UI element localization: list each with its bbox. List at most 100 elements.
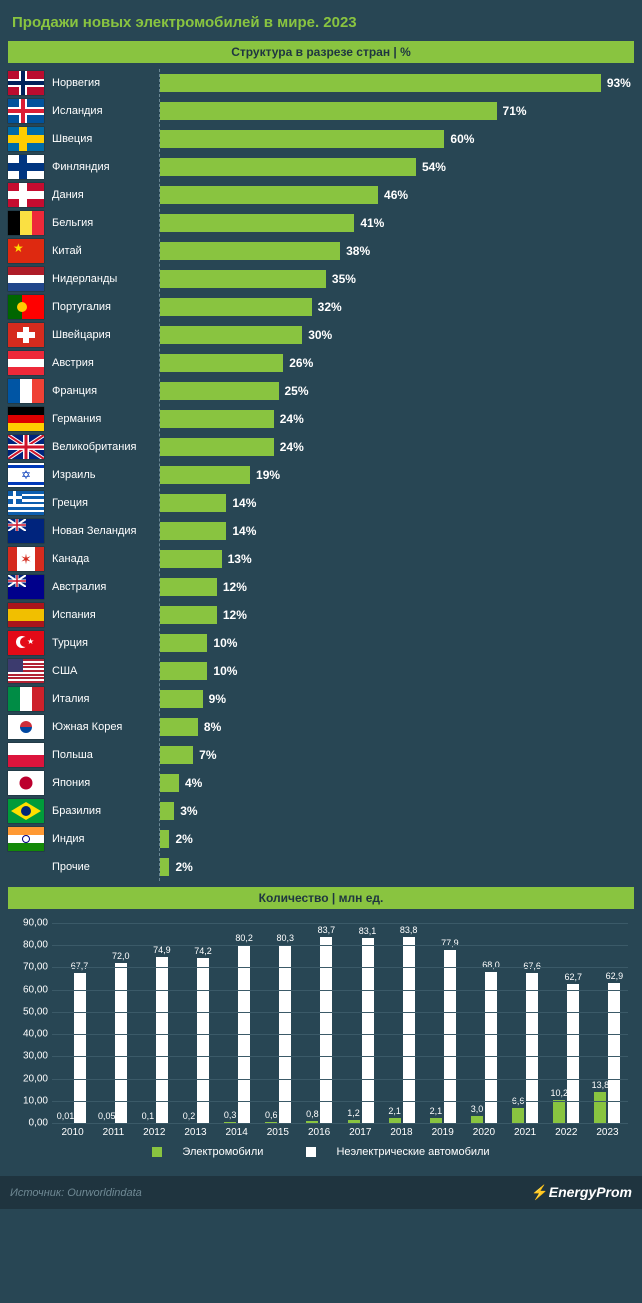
country-label: Швеция bbox=[50, 133, 160, 145]
ev-value-label: 0,2 bbox=[183, 1111, 196, 1121]
x-tick-label: 2013 bbox=[175, 1123, 216, 1138]
x-tick-label: 2017 bbox=[340, 1123, 381, 1138]
bar-track: 9% bbox=[160, 690, 634, 708]
non-ev-value-label: 67,6 bbox=[523, 961, 541, 971]
bar-fill bbox=[160, 578, 217, 596]
bar-value-label: 10% bbox=[213, 664, 237, 678]
flag-icon bbox=[8, 379, 44, 403]
column-chart: 0,0010,0020,0030,0040,0050,0060,0070,008… bbox=[8, 915, 634, 1160]
x-tick-label: 2022 bbox=[546, 1123, 587, 1138]
non-ev-bar: 72,0 bbox=[115, 963, 127, 1123]
flag-icon bbox=[8, 183, 44, 207]
hbar-row: Дания46% bbox=[8, 181, 634, 209]
bar-value-label: 2% bbox=[175, 860, 192, 874]
hbar-row: Австралия12% bbox=[8, 573, 634, 601]
bar-fill bbox=[160, 326, 302, 344]
flag-icon bbox=[8, 407, 44, 431]
bar-fill bbox=[160, 466, 250, 484]
bar-track: 14% bbox=[160, 494, 634, 512]
ev-value-label: 0,6 bbox=[265, 1110, 278, 1120]
bar-value-label: 14% bbox=[232, 496, 256, 510]
ev-bar: 3,0 bbox=[471, 1116, 483, 1123]
bar-fill bbox=[160, 270, 326, 288]
x-tick-label: 2014 bbox=[216, 1123, 257, 1138]
hbar-row: Испания12% bbox=[8, 601, 634, 629]
bar-track: 7% bbox=[160, 746, 634, 764]
bar-fill bbox=[160, 634, 207, 652]
bar-value-label: 3% bbox=[180, 804, 197, 818]
bar-track: 2% bbox=[160, 830, 634, 848]
country-label: Великобритания bbox=[50, 441, 160, 453]
flag-icon bbox=[8, 323, 44, 347]
gridline bbox=[52, 1101, 628, 1102]
source-text: Источник: Ourworldindata bbox=[10, 1187, 142, 1199]
bar-value-label: 54% bbox=[422, 160, 446, 174]
hbar-chart: Норвегия93%Исландия71%Швеция60%Финляндия… bbox=[8, 69, 634, 881]
hbar-row: Австрия26% bbox=[8, 349, 634, 377]
country-label: Греция bbox=[50, 497, 160, 509]
non-ev-bar: 83,8 bbox=[403, 937, 415, 1123]
hbar-section-header: Структура в разрезе стран | % bbox=[8, 41, 634, 63]
non-ev-value-label: 80,2 bbox=[235, 933, 253, 943]
hbar-row: Португалия32% bbox=[8, 293, 634, 321]
flag-icon: ★ bbox=[8, 631, 44, 655]
country-label: Швейцария bbox=[50, 329, 160, 341]
country-label: Индия bbox=[50, 833, 160, 845]
y-tick-label: 50,00 bbox=[14, 1006, 48, 1017]
bar-fill bbox=[160, 830, 169, 848]
hbar-row: Бразилия3% bbox=[8, 797, 634, 825]
bar-value-label: 2% bbox=[175, 832, 192, 846]
country-label: Исландия bbox=[50, 105, 160, 117]
flag-icon: ✶ bbox=[8, 547, 44, 571]
x-axis: 2010201120122013201420152016201720182019… bbox=[52, 1123, 628, 1138]
legend-label-ev: Электромобили bbox=[182, 1146, 263, 1158]
bar-fill bbox=[160, 186, 378, 204]
column-group: 0,6 80,3 bbox=[259, 923, 297, 1123]
hbar-row: ✶Канада13% bbox=[8, 545, 634, 573]
non-ev-value-label: 83,8 bbox=[400, 925, 418, 935]
non-ev-bar: 74,9 bbox=[156, 957, 168, 1123]
ev-bar: 13,8 bbox=[594, 1092, 606, 1123]
non-ev-bar: 77,9 bbox=[444, 950, 456, 1123]
x-tick-label: 2016 bbox=[298, 1123, 339, 1138]
bar-fill bbox=[160, 690, 203, 708]
flag-icon bbox=[8, 743, 44, 767]
country-label: США bbox=[50, 665, 160, 677]
bar-track: 30% bbox=[160, 326, 634, 344]
column-group: 0,883,7 bbox=[300, 923, 338, 1123]
ev-value-label: 10,2 bbox=[550, 1088, 568, 1098]
gridline bbox=[52, 967, 628, 968]
bar-value-label: 41% bbox=[360, 216, 384, 230]
hbar-row: Норвегия93% bbox=[8, 69, 634, 97]
country-label: Германия bbox=[50, 413, 160, 425]
bar-track: 93% bbox=[160, 74, 634, 92]
bar-value-label: 9% bbox=[209, 692, 226, 706]
page-title: Продажи новых электромобилей в мире. 202… bbox=[8, 8, 634, 41]
hbar-row: Финляндия54% bbox=[8, 153, 634, 181]
hbar-row: Исландия71% bbox=[8, 97, 634, 125]
y-tick-label: 40,00 bbox=[14, 1029, 48, 1040]
column-group: 0,174,9 bbox=[136, 923, 174, 1123]
x-tick-label: 2023 bbox=[587, 1123, 628, 1138]
ev-value-label: 2,1 bbox=[388, 1106, 401, 1116]
x-tick-label: 2020 bbox=[463, 1123, 504, 1138]
flag-icon bbox=[8, 211, 44, 235]
col-section-header: Количество | млн ед. bbox=[8, 887, 634, 909]
y-tick-label: 10,00 bbox=[14, 1095, 48, 1106]
bar-track: 2% bbox=[160, 858, 634, 876]
brand-logo: ⚡EnergyProm bbox=[531, 1184, 632, 1201]
bolt-icon: ⚡ bbox=[531, 1184, 548, 1200]
bar-value-label: 46% bbox=[384, 188, 408, 202]
column-group: 1,283,1 bbox=[342, 923, 380, 1123]
hbar-row: Швеция60% bbox=[8, 125, 634, 153]
bar-track: 24% bbox=[160, 438, 634, 456]
bar-value-label: 12% bbox=[223, 608, 247, 622]
x-tick-label: 2021 bbox=[505, 1123, 546, 1138]
bar-value-label: 19% bbox=[256, 468, 280, 482]
flag-icon bbox=[8, 799, 44, 823]
country-label: Бельгия bbox=[50, 217, 160, 229]
non-ev-value-label: 80,3 bbox=[277, 933, 295, 943]
bar-track: 54% bbox=[160, 158, 634, 176]
x-tick-label: 2010 bbox=[52, 1123, 93, 1138]
country-label: Китай bbox=[50, 245, 160, 257]
